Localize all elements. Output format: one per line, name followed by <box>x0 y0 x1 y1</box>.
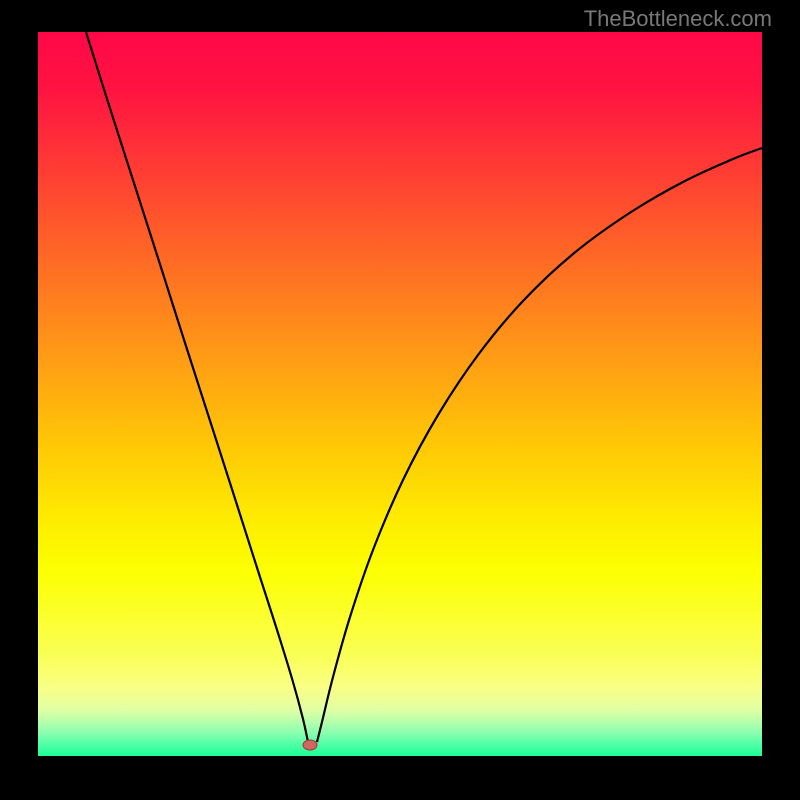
plot-area <box>38 32 762 756</box>
watermark-text: TheBottleneck.com <box>584 6 772 32</box>
chart-stage: TheBottleneck.com <box>0 0 800 800</box>
minimum-marker <box>303 740 317 750</box>
plot-background <box>38 32 762 756</box>
plot-svg <box>38 32 762 756</box>
